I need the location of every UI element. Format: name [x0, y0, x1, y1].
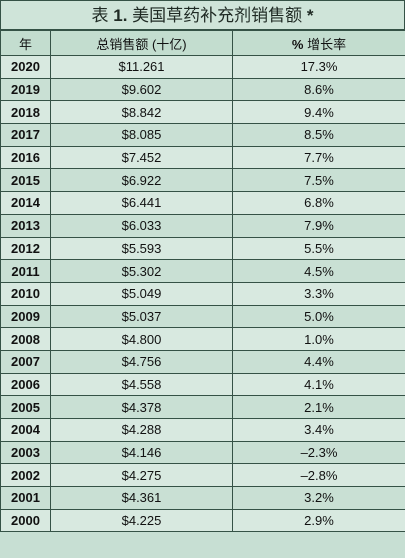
table-body: 2020 $11.261 17.3% 2019 $9.602 8.6% 2018 $8.842… — [0, 55, 405, 533]
cell-year: 2010 — [0, 281, 51, 306]
header-growth-symbol: % — [291, 36, 304, 52]
table-row: 2005 $4.378 2.1% — [0, 395, 405, 419]
table-row: 2019 $9.602 8.6% — [0, 77, 405, 102]
cell-growth: 1.0% — [232, 327, 405, 351]
table-row: 2017 $8.085 8.5% — [0, 123, 405, 147]
cell-sales: $4.800 — [50, 327, 233, 351]
table-row: 2004 $4.288 3.4% — [0, 418, 405, 442]
table-row: 2003 $4.146 –2.3% — [0, 440, 405, 465]
cell-sales: $7.452 — [50, 145, 233, 170]
cell-sales: $4.558 — [50, 372, 233, 397]
cell-year: 2007 — [0, 349, 51, 374]
table-row: 2006 $4.558 4.1% — [0, 372, 405, 397]
table-row: 2010 $5.049 3.3% — [0, 281, 405, 306]
cell-growth: 5.5% — [232, 236, 405, 261]
cell-growth: 3.3% — [232, 281, 405, 306]
table-row: 2020 $11.261 17.3% — [0, 55, 405, 79]
cell-sales: $11.261 — [50, 55, 233, 79]
cell-year: 2019 — [0, 77, 51, 102]
cell-year: 2017 — [0, 123, 51, 147]
cell-sales: $4.361 — [50, 486, 233, 510]
title-prefix: 表 — [91, 6, 114, 25]
cell-sales: $4.275 — [50, 463, 233, 488]
cell-year: 2001 — [0, 486, 51, 510]
cell-growth: 8.5% — [232, 123, 405, 147]
cell-growth: 3.4% — [232, 418, 405, 442]
cell-year: 2013 — [0, 213, 51, 238]
table-row: 2007 $4.756 4.4% — [0, 349, 405, 374]
table-row: 2018 $8.842 9.4% — [0, 100, 405, 125]
cell-year: 2016 — [0, 145, 51, 170]
header-year: 年 — [0, 30, 51, 56]
header-growth: % 增长率 — [232, 30, 405, 56]
cell-year: 2000 — [0, 508, 51, 533]
title-text: 美国草药补充剂销售额 — [127, 6, 303, 25]
table-row: 2009 $5.037 5.0% — [0, 304, 405, 329]
cell-growth: 8.6% — [232, 77, 405, 102]
cell-growth: 2.9% — [232, 508, 405, 533]
cell-year: 2020 — [0, 55, 51, 79]
cell-growth: 5.0% — [232, 304, 405, 329]
cell-sales: $4.378 — [50, 395, 233, 419]
table-row: 2000 $4.225 2.9% — [0, 508, 405, 533]
title-suffix: * — [302, 6, 314, 25]
cell-growth: 4.5% — [232, 259, 405, 283]
sales-table: 年 总销售额 (十亿) % 增长率 2020 $11.261 17.3% 2019 $9… — [0, 30, 405, 533]
cell-sales: $5.593 — [50, 236, 233, 261]
header-row: 年 总销售额 (十亿) % 增长率 — [0, 30, 405, 56]
cell-year: 2003 — [0, 440, 51, 465]
table-row: 2001 $4.361 3.2% — [0, 486, 405, 510]
cell-sales: $4.146 — [50, 440, 233, 465]
cell-growth: 9.4% — [232, 100, 405, 125]
cell-sales: $8.842 — [50, 100, 233, 125]
cell-growth: 6.8% — [232, 191, 405, 215]
table-row: 2013 $6.033 7.9% — [0, 213, 405, 238]
table-row: 2002 $4.275 –2.8% — [0, 463, 405, 488]
cell-year: 2004 — [0, 418, 51, 442]
header-growth-label: 增长率 — [303, 36, 347, 52]
cell-growth: 4.1% — [232, 372, 405, 397]
cell-year: 2002 — [0, 463, 51, 488]
cell-sales: $4.288 — [50, 418, 233, 442]
table-row: 2008 $4.800 1.0% — [0, 327, 405, 351]
cell-sales: $5.037 — [50, 304, 233, 329]
table-row: 2011 $5.302 4.5% — [0, 259, 405, 283]
cell-sales: $9.602 — [50, 77, 233, 102]
table-row: 2012 $5.593 5.5% — [0, 236, 405, 261]
cell-growth: 7.5% — [232, 168, 405, 193]
cell-growth: 7.7% — [232, 145, 405, 170]
cell-sales: $6.922 — [50, 168, 233, 193]
cell-growth: 2.1% — [232, 395, 405, 419]
cell-sales: $4.225 — [50, 508, 233, 533]
cell-year: 2009 — [0, 304, 51, 329]
table-row: 2014 $6.441 6.8% — [0, 191, 405, 215]
cell-sales: $6.441 — [50, 191, 233, 215]
header-sales: 总销售额 (十亿) — [50, 30, 233, 56]
table-row: 2016 $7.452 7.7% — [0, 145, 405, 170]
cell-growth: –2.3% — [232, 440, 405, 465]
cell-year: 2008 — [0, 327, 51, 351]
cell-growth: 3.2% — [232, 486, 405, 510]
table-row: 2015 $6.922 7.5% — [0, 168, 405, 193]
cell-sales: $6.033 — [50, 213, 233, 238]
cell-year: 2006 — [0, 372, 51, 397]
cell-sales: $5.302 — [50, 259, 233, 283]
cell-sales: $4.756 — [50, 349, 233, 374]
table-title: 表 1. 美国草药补充剂销售额 * — [0, 0, 405, 30]
cell-year: 2005 — [0, 395, 51, 419]
cell-year: 2012 — [0, 236, 51, 261]
cell-growth: –2.8% — [232, 463, 405, 488]
cell-year: 2015 — [0, 168, 51, 193]
cell-year: 2014 — [0, 191, 51, 215]
cell-sales: $5.049 — [50, 281, 233, 306]
cell-year: 2018 — [0, 100, 51, 125]
title-number: 1. — [113, 6, 128, 25]
cell-growth: 7.9% — [232, 213, 405, 238]
cell-growth: 4.4% — [232, 349, 405, 374]
cell-sales: $8.085 — [50, 123, 233, 147]
cell-year: 2011 — [0, 259, 51, 283]
cell-growth: 17.3% — [232, 55, 405, 79]
